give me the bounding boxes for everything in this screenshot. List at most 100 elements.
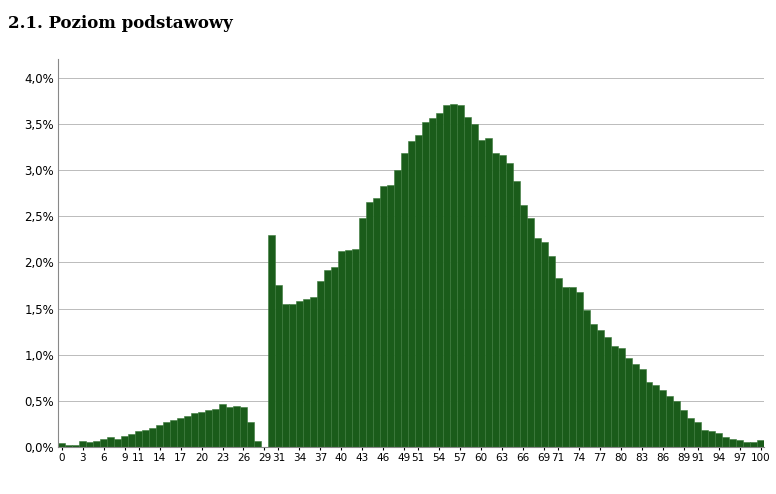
Bar	[303, 299, 310, 447]
Bar	[722, 437, 729, 447]
Bar	[604, 337, 611, 447]
Bar	[729, 439, 736, 447]
Text: 2.1. Poziom podstawowy: 2.1. Poziom podstawowy	[8, 15, 233, 32]
Bar	[632, 364, 639, 447]
Bar	[548, 256, 555, 447]
Bar	[702, 429, 708, 447]
Bar	[359, 218, 365, 447]
Bar	[757, 440, 764, 447]
Bar	[646, 382, 653, 447]
Bar	[618, 348, 625, 447]
Bar	[743, 442, 750, 447]
Bar	[464, 117, 471, 447]
Bar	[205, 410, 212, 447]
Bar	[513, 181, 520, 447]
Bar	[254, 441, 261, 447]
Bar	[93, 441, 100, 447]
Bar	[163, 422, 170, 447]
Bar	[365, 203, 372, 447]
Bar	[407, 140, 415, 447]
Bar	[121, 436, 128, 447]
Bar	[240, 408, 247, 447]
Bar	[422, 122, 429, 447]
Bar	[715, 433, 722, 447]
Bar	[639, 369, 646, 447]
Bar	[611, 346, 618, 447]
Bar	[282, 304, 289, 447]
Bar	[72, 445, 79, 447]
Bar	[191, 413, 198, 447]
Bar	[268, 235, 275, 447]
Bar	[317, 281, 324, 447]
Bar	[128, 434, 135, 447]
Bar	[247, 422, 254, 447]
Bar	[499, 155, 506, 447]
Bar	[233, 407, 240, 447]
Bar	[135, 431, 142, 447]
Bar	[541, 242, 548, 447]
Bar	[443, 105, 450, 447]
Bar	[198, 412, 205, 447]
Bar	[520, 205, 527, 447]
Bar	[226, 408, 233, 447]
Bar	[275, 286, 282, 447]
Bar	[450, 104, 457, 447]
Bar	[750, 443, 757, 447]
Bar	[436, 113, 443, 447]
Bar	[372, 198, 379, 447]
Bar	[324, 270, 331, 447]
Bar	[569, 288, 576, 447]
Bar	[142, 429, 149, 447]
Bar	[695, 422, 702, 447]
Bar	[310, 297, 317, 447]
Bar	[415, 135, 422, 447]
Bar	[352, 248, 359, 447]
Bar	[170, 420, 177, 447]
Bar	[219, 404, 226, 447]
Bar	[492, 154, 499, 447]
Bar	[289, 304, 296, 447]
Bar	[393, 170, 400, 447]
Bar	[534, 239, 541, 447]
Bar	[660, 390, 667, 447]
Bar	[58, 444, 65, 447]
Bar	[583, 310, 590, 447]
Bar	[379, 186, 386, 447]
Bar	[576, 292, 583, 447]
Bar	[478, 140, 485, 447]
Bar	[736, 440, 743, 447]
Bar	[212, 409, 219, 447]
Bar	[100, 439, 107, 447]
Bar	[590, 324, 597, 447]
Bar	[338, 251, 345, 447]
Bar	[345, 250, 352, 447]
Bar	[177, 417, 184, 447]
Bar	[527, 218, 534, 447]
Bar	[429, 119, 436, 447]
Bar	[485, 138, 492, 447]
Bar	[688, 418, 695, 447]
Bar	[386, 185, 393, 447]
Bar	[471, 124, 478, 447]
Bar	[681, 410, 688, 447]
Bar	[107, 437, 114, 447]
Bar	[597, 330, 604, 447]
Bar	[149, 428, 156, 447]
Bar	[667, 396, 674, 447]
Bar	[674, 401, 681, 447]
Bar	[296, 301, 303, 447]
Bar	[562, 288, 569, 447]
Bar	[114, 439, 121, 447]
Bar	[653, 385, 660, 447]
Bar	[331, 267, 338, 447]
Bar	[184, 415, 191, 447]
Bar	[400, 154, 407, 447]
Bar	[708, 431, 715, 447]
Bar	[555, 278, 562, 447]
Bar	[65, 445, 72, 447]
Bar	[457, 105, 464, 447]
Bar	[625, 359, 632, 447]
Bar	[506, 163, 513, 447]
Bar	[86, 443, 93, 447]
Bar	[156, 425, 163, 447]
